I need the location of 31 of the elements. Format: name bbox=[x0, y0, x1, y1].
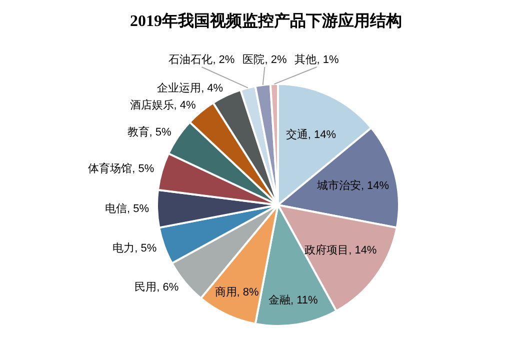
slice-label: 教育 bbox=[127, 126, 150, 139]
data-label: , 5% bbox=[134, 242, 157, 255]
data-label: , 14% bbox=[308, 128, 336, 141]
data-label: , 6% bbox=[156, 281, 179, 294]
slice-label: 电力 bbox=[112, 242, 135, 255]
data-label: , 4% bbox=[201, 82, 224, 94]
data-label: , 11% bbox=[290, 294, 318, 307]
data-label: , 1% bbox=[316, 54, 339, 66]
slice-label: 交通 bbox=[286, 128, 308, 141]
data-label: , 8% bbox=[236, 286, 260, 299]
data-label: , 5% bbox=[127, 203, 150, 216]
slice-label: 酒店娱乐 bbox=[130, 98, 174, 112]
slice-label: 体育场馆 bbox=[88, 162, 132, 176]
slice-label: 企业运用 bbox=[157, 81, 202, 94]
data-label: , 5% bbox=[132, 163, 154, 176]
slice-label: 商用 bbox=[214, 286, 237, 299]
slice-label: 金融 bbox=[268, 294, 290, 307]
data-label: , 14% bbox=[348, 244, 377, 257]
chart-title: 2019年我国视频监控产品下游应用结构 bbox=[130, 11, 402, 30]
slice-label: 石油石化 bbox=[168, 53, 213, 66]
slice-label: 其他 bbox=[294, 53, 317, 66]
slice-label: 民用 bbox=[134, 281, 157, 294]
slice-label: 政府项目 bbox=[304, 244, 349, 257]
slice-label: 医院 bbox=[242, 53, 265, 66]
slice-label: 电信 bbox=[105, 202, 128, 216]
data-label: , 4% bbox=[174, 100, 196, 112]
slice-label: 城市治安 bbox=[316, 178, 361, 192]
data-label: , 2% bbox=[212, 54, 235, 66]
data-label: , 5% bbox=[149, 126, 172, 139]
data-label: , 14% bbox=[360, 180, 390, 192]
data-label: , 2% bbox=[264, 54, 287, 66]
